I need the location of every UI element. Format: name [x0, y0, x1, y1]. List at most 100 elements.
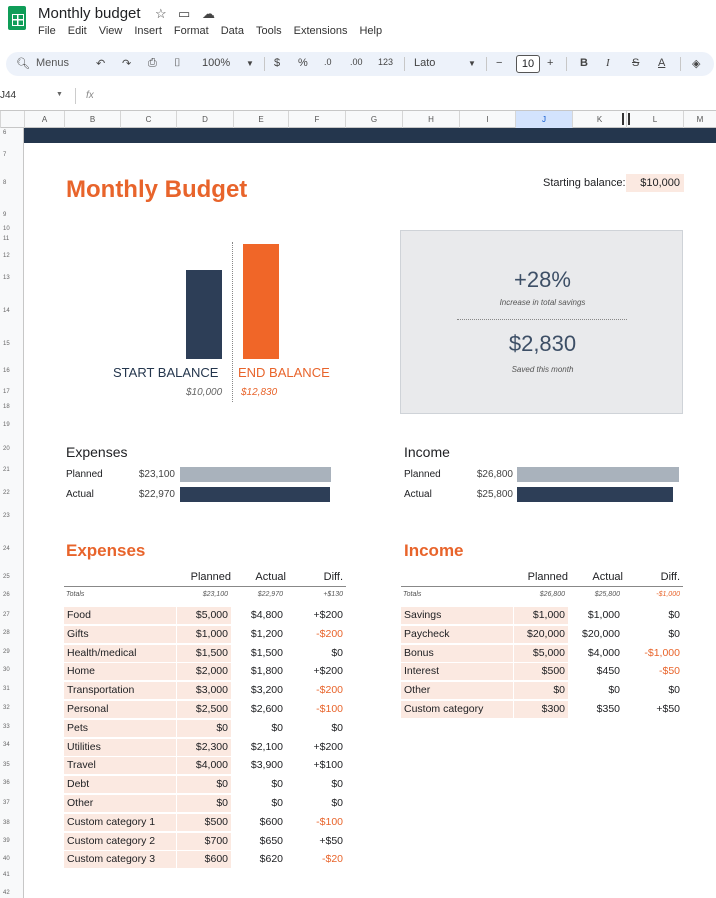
planned-cell[interactable]: $2,300	[177, 738, 231, 756]
planned-cell[interactable]: $0	[177, 795, 231, 812]
actual-cell[interactable]: $4,800	[250, 609, 283, 621]
actual-cell[interactable]: $1,000	[587, 609, 620, 621]
search-icon[interactable]: 🔍︎	[16, 58, 30, 70]
actual-cell[interactable]: $0	[271, 721, 283, 734]
paint-format-icon[interactable]: ⌷	[174, 57, 181, 69]
category-cell[interactable]: Custom category 1	[64, 813, 176, 831]
planned-cell[interactable]: $2,500	[177, 701, 231, 718]
category-cell[interactable]: Food	[64, 607, 176, 624]
planned-cell[interactable]: $500	[177, 813, 231, 831]
chevron-down-icon[interactable]: ▼	[56, 91, 63, 98]
text-color-icon[interactable]: A	[658, 57, 666, 69]
row-header[interactable]: 26	[3, 592, 10, 598]
actual-cell[interactable]: $350	[596, 703, 620, 715]
column-header-i[interactable]: I	[459, 111, 515, 128]
planned-cell[interactable]: $20,000	[514, 625, 568, 643]
percent-format-button[interactable]: %	[298, 57, 308, 69]
row-header[interactable]: 31	[3, 686, 10, 692]
decrease-decimal-button[interactable]: .0	[324, 57, 332, 67]
document-title[interactable]: Monthly budget	[38, 5, 141, 22]
row-header[interactable]: 24	[3, 546, 10, 552]
planned-cell[interactable]: $5,000	[177, 607, 231, 624]
column-header-j[interactable]: J	[515, 111, 572, 128]
actual-cell[interactable]: $2,600	[250, 703, 283, 715]
category-cell[interactable]: Utilities	[64, 738, 176, 756]
row-header[interactable]: 35	[3, 762, 10, 768]
row-header[interactable]: 8	[3, 180, 7, 186]
menu-item-data[interactable]: Data	[220, 25, 244, 37]
italic-icon[interactable]: I	[606, 57, 610, 69]
menu-item-extensions[interactable]: Extensions	[293, 25, 348, 37]
font-select[interactable]: Lato	[414, 57, 436, 69]
actual-cell[interactable]: $3,200	[250, 684, 283, 697]
actual-cell[interactable]: $450	[596, 665, 620, 678]
cloud-status-icon[interactable]: ☁	[202, 6, 215, 21]
category-cell[interactable]: Transportation	[64, 682, 176, 700]
row-header[interactable]: 7	[3, 152, 7, 158]
actual-cell[interactable]: $0	[271, 778, 283, 791]
actual-cell[interactable]: $1,500	[250, 646, 283, 659]
category-cell[interactable]: Travel	[64, 757, 176, 775]
category-cell[interactable]: Bonus	[401, 644, 513, 662]
actual-cell[interactable]: $0	[271, 797, 283, 809]
row-header[interactable]: 6	[3, 130, 7, 136]
more-formats-button[interactable]: 123	[378, 57, 394, 67]
planned-cell[interactable]: $300	[514, 701, 568, 718]
actual-cell[interactable]: $600	[259, 815, 283, 828]
category-cell[interactable]: Pets	[64, 719, 176, 737]
category-cell[interactable]: Health/medical	[64, 644, 176, 662]
column-header-d[interactable]: D	[176, 111, 233, 128]
category-cell[interactable]: Interest	[401, 663, 513, 681]
actual-cell[interactable]: $1,200	[250, 627, 283, 640]
print-icon[interactable]: ⎙	[148, 57, 157, 69]
row-header[interactable]: 32	[3, 705, 10, 711]
planned-cell[interactable]: $700	[177, 832, 231, 850]
undo-icon[interactable]: ↶	[96, 58, 106, 70]
font-size-input[interactable]: 10	[516, 55, 540, 73]
menu-item-tools[interactable]: Tools	[255, 25, 282, 37]
column-header-h[interactable]: H	[402, 111, 459, 128]
planned-cell[interactable]: $600	[177, 851, 231, 869]
menu-item-view[interactable]: View	[98, 25, 123, 37]
row-header[interactable]: 21	[3, 467, 10, 473]
row-header[interactable]: 23	[3, 513, 10, 519]
category-cell[interactable]: Debt	[64, 776, 176, 794]
planned-cell[interactable]: $2,000	[177, 663, 231, 681]
row-header[interactable]: 15	[3, 341, 10, 347]
category-cell[interactable]: Personal	[64, 701, 176, 718]
row-header[interactable]: 12	[3, 253, 10, 259]
row-header[interactable]: 9	[3, 212, 7, 218]
row-header[interactable]: 39	[3, 838, 10, 844]
name-box[interactable]: J44 ▼	[0, 90, 70, 106]
menu-item-file[interactable]: File	[38, 25, 56, 37]
actual-cell[interactable]: $20,000	[582, 627, 620, 640]
row-header[interactable]: 41	[3, 872, 10, 878]
category-cell[interactable]: Custom category	[401, 701, 513, 718]
category-cell[interactable]: Paycheck	[401, 625, 513, 643]
starting-balance-input[interactable]: $10,000	[626, 174, 684, 192]
planned-cell[interactable]: $3,000	[177, 682, 231, 700]
row-header[interactable]: 34	[3, 742, 10, 748]
zoom-select[interactable]: 100%	[202, 57, 231, 69]
star-icon[interactable]: ☆	[155, 6, 167, 21]
actual-cell[interactable]: $0	[608, 684, 620, 697]
increase-font-size-icon[interactable]: +	[547, 57, 554, 69]
category-cell[interactable]: Custom category 3	[64, 851, 176, 869]
decrease-font-size-icon[interactable]: −	[496, 57, 503, 69]
row-header[interactable]: 25	[3, 574, 10, 580]
planned-cell[interactable]: $0	[177, 776, 231, 794]
column-header-f[interactable]: F	[288, 111, 345, 128]
actual-cell[interactable]: $650	[259, 834, 283, 847]
select-all-corner[interactable]	[0, 111, 24, 128]
row-header[interactable]: 16	[3, 368, 10, 374]
menu-item-insert[interactable]: Insert	[134, 25, 162, 37]
row-header[interactable]: 42	[3, 890, 10, 896]
category-cell[interactable]: Other	[64, 795, 176, 812]
row-header[interactable]: 13	[3, 275, 10, 281]
fill-color-icon[interactable]: ◈	[692, 58, 701, 70]
column-header-g[interactable]: G	[345, 111, 402, 128]
row-header[interactable]: 40	[3, 856, 10, 862]
menu-item-help[interactable]: Help	[359, 25, 383, 37]
planned-cell[interactable]: $0	[514, 682, 568, 700]
row-header[interactable]: 29	[3, 649, 10, 655]
